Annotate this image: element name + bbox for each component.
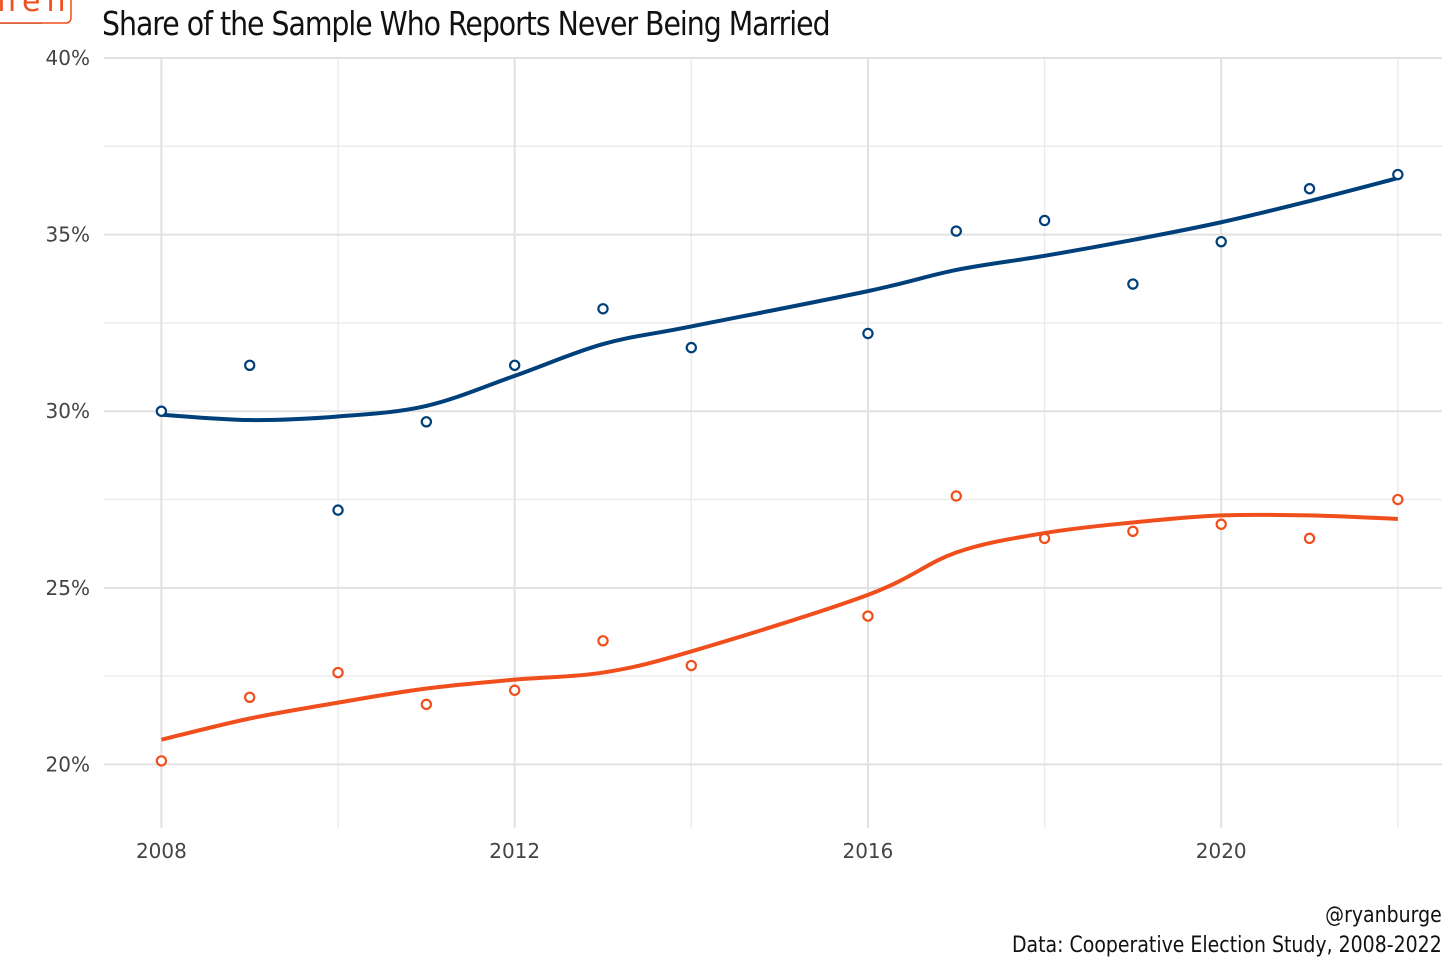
data-points bbox=[155, 168, 1404, 767]
point-men bbox=[1038, 214, 1051, 227]
y-tick-label: 20% bbox=[46, 752, 90, 776]
point-men bbox=[685, 341, 698, 354]
point-men bbox=[597, 303, 609, 315]
caption-handle: @ryanburge bbox=[1325, 903, 1442, 928]
point-women bbox=[862, 610, 874, 622]
chart-title: Share of the Sample Who Reports Never Be… bbox=[102, 4, 831, 43]
point-women bbox=[155, 755, 168, 767]
series-labels: MenWomen bbox=[0, 0, 72, 24]
chart-plot: MenWomen 2008 2012 2016 2020 20% 25% 30% 35% 40… bbox=[0, 0, 1442, 863]
series-label-women: Women bbox=[0, 0, 72, 24]
point-men bbox=[155, 405, 168, 417]
point-women bbox=[332, 666, 344, 679]
y-axis-ticks: 20% 25% 30% 35% 40% bbox=[46, 46, 90, 776]
x-tick-label: 2008 bbox=[136, 839, 187, 863]
point-women bbox=[1215, 518, 1227, 530]
minor-gridlines bbox=[104, 58, 1442, 828]
point-women bbox=[1303, 532, 1316, 545]
point-women bbox=[244, 691, 256, 704]
point-men bbox=[1392, 168, 1404, 181]
point-men bbox=[1303, 182, 1316, 195]
major-gridlines bbox=[104, 57, 1442, 828]
series-label-text-women: Women bbox=[0, 0, 71, 19]
point-women bbox=[1392, 493, 1404, 506]
x-tick-label: 2020 bbox=[1196, 839, 1247, 863]
point-women bbox=[597, 635, 609, 647]
point-women bbox=[1127, 525, 1139, 538]
point-men bbox=[332, 504, 344, 516]
x-axis-ticks: 2008 2012 2016 2020 bbox=[136, 839, 1247, 863]
trend-line-men bbox=[161, 176, 1399, 423]
x-tick-label: 2012 bbox=[489, 839, 540, 863]
x-tick-label: 2016 bbox=[842, 839, 893, 863]
y-tick-label: 30% bbox=[46, 399, 90, 423]
y-tick-label: 40% bbox=[46, 46, 90, 70]
trend-line-women bbox=[160, 512, 1398, 742]
point-women bbox=[508, 684, 521, 696]
point-women bbox=[1038, 532, 1051, 545]
point-women bbox=[420, 698, 433, 711]
point-men bbox=[508, 359, 521, 371]
point-men bbox=[244, 359, 256, 371]
trend-lines bbox=[160, 176, 1399, 742]
y-tick-label: 35% bbox=[46, 223, 90, 247]
caption: @ryanburge Data: Cooperative Election St… bbox=[1012, 901, 1442, 961]
point-men bbox=[950, 225, 962, 237]
caption-source: Data: Cooperative Election Study, 2008-2… bbox=[1012, 933, 1442, 958]
point-men bbox=[1127, 278, 1139, 290]
y-tick-label: 25% bbox=[46, 576, 90, 600]
point-men bbox=[1215, 235, 1227, 248]
series-label-box-women bbox=[0, 0, 72, 24]
point-women bbox=[950, 490, 962, 502]
point-men bbox=[862, 327, 874, 340]
point-men bbox=[420, 416, 433, 428]
point-women bbox=[685, 659, 698, 672]
